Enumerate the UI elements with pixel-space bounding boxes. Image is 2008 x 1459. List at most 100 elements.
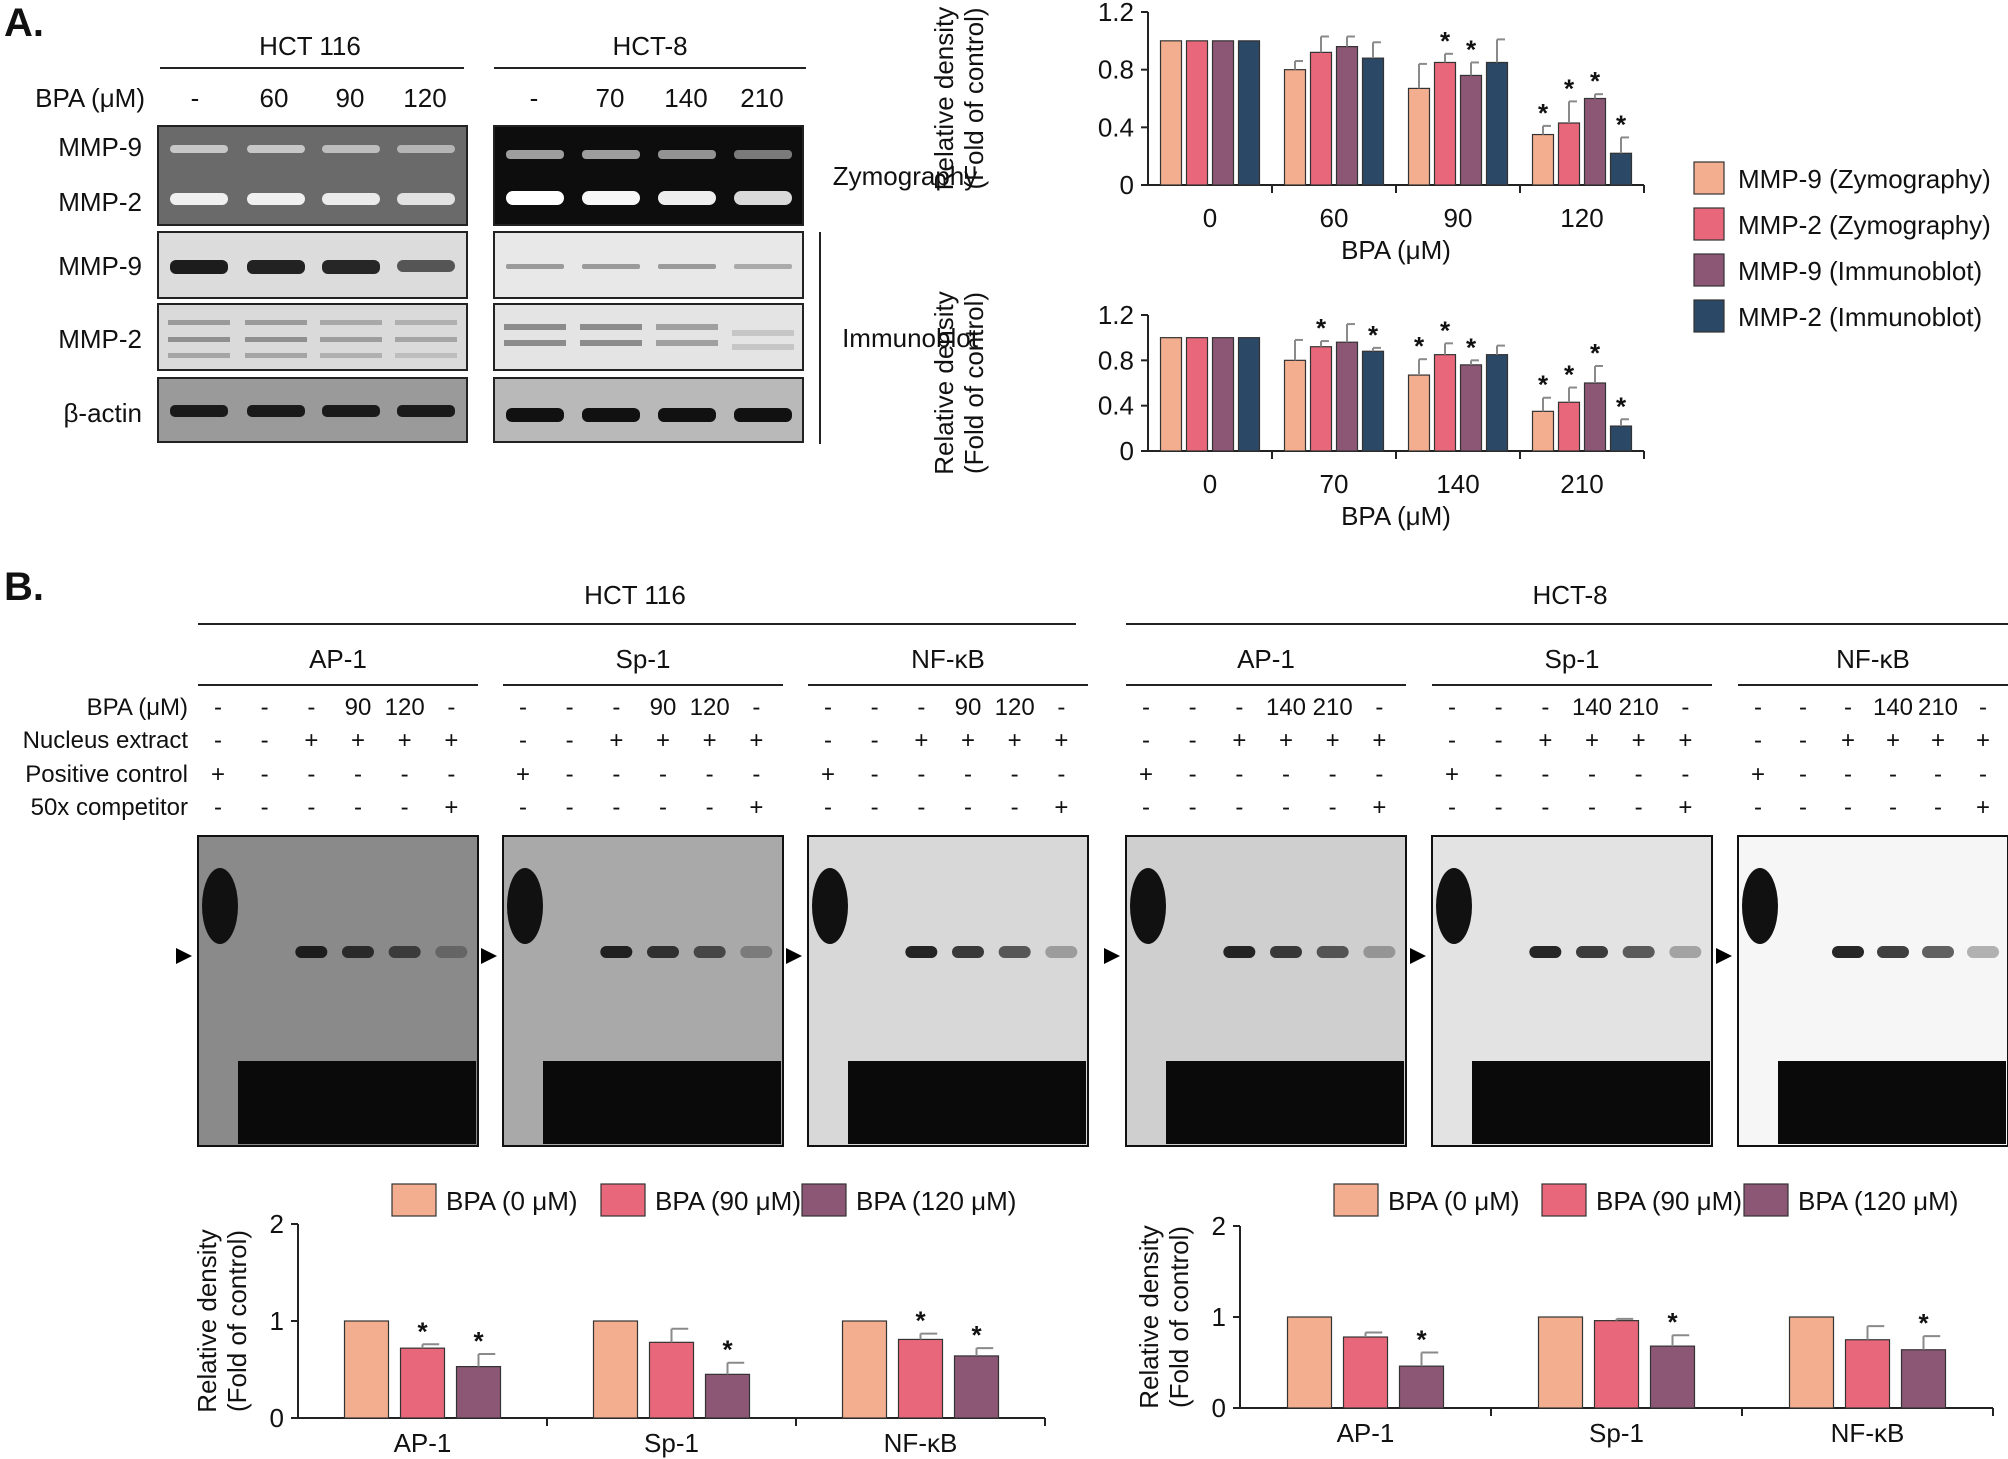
blot-lane-label: 120 — [403, 83, 446, 113]
emsa-lane-value: - — [1189, 727, 1197, 754]
bar — [1185, 337, 1209, 452]
emsa-lane-value: + — [914, 727, 928, 754]
emsa-probe-title: AP-1 — [1237, 644, 1295, 674]
emsa-lane-value: 120 — [385, 694, 425, 721]
emsa-lane-value: + — [656, 727, 670, 754]
bar — [1283, 69, 1307, 186]
emsa-lane-value: - — [659, 794, 667, 821]
y-axis-label: (Fold of control) — [222, 1230, 252, 1412]
emsa-lane-value: - — [824, 694, 832, 721]
x-tick-label: Sp-1 — [644, 1428, 699, 1458]
emsa-hct116-title: HCT 116 — [584, 580, 686, 610]
emsa-lane-value: - — [752, 761, 760, 788]
emsa-lane-value: - — [1754, 694, 1762, 721]
legend-a: MMP-9 (Zymography) MMP-2 (Zymography) MMP-… — [1693, 161, 1991, 333]
emsa-lane-value: - — [1541, 761, 1549, 788]
band-arrow-icon — [176, 948, 192, 964]
significance-marker: * — [1564, 73, 1575, 103]
significance-marker: * — [1667, 1307, 1678, 1337]
legend-label: MMP-9 (Zymography) — [1738, 164, 1991, 194]
emsa-lane-value: - — [261, 761, 269, 788]
x-tick-label: AP-1 — [1337, 1418, 1395, 1448]
emsa-lane-value: - — [964, 761, 972, 788]
emsa-lane-value: - — [1799, 694, 1807, 721]
blot-row-label: β-actin — [63, 398, 142, 428]
emsa-lane-value: + — [1751, 761, 1765, 788]
emsa-band — [435, 946, 468, 958]
emsa-lane-value: - — [1979, 761, 1987, 788]
bar — [1459, 74, 1483, 186]
emsa-band — [1922, 946, 1954, 958]
emsa-lane-value: + — [749, 727, 763, 754]
emsa-lane-value: 140 — [1266, 694, 1306, 721]
panel-b-label: B. — [4, 565, 44, 609]
significance-marker: * — [1414, 331, 1425, 361]
emsa-lane-value: - — [1541, 794, 1549, 821]
legend-label: BPA (120 μM) — [1798, 1186, 1958, 1216]
emsa-band — [1967, 946, 1999, 958]
zymo-gel-hct116 — [157, 125, 468, 226]
emsa-probe-title: Sp-1 — [1545, 644, 1600, 674]
emsa-lane-value: - — [261, 694, 269, 721]
x-tick-label: 140 — [1436, 469, 1479, 499]
emsa-lane-value: - — [1889, 761, 1897, 788]
emsa-band — [1877, 946, 1909, 958]
significance-marker: * — [417, 1316, 428, 1346]
emsa-lane-value: - — [1329, 761, 1337, 788]
emsa-lane-value: - — [1495, 761, 1503, 788]
emsa-free-probe — [848, 1061, 1086, 1144]
emsa-lane-value: 120 — [690, 694, 730, 721]
bar — [1485, 354, 1509, 452]
emsa-probe-title: Sp-1 — [616, 644, 671, 674]
emsa-band — [1832, 946, 1864, 958]
legend-label: MMP-2 (Immunoblot) — [1738, 302, 1982, 332]
emsa-band — [693, 946, 726, 958]
blot-lane-label: 70 — [596, 83, 625, 113]
bar — [1361, 350, 1385, 452]
emsa-positive-band — [1436, 868, 1472, 944]
emsa-lane-value: - — [566, 794, 574, 821]
emsa-lane-value: - — [752, 694, 760, 721]
emsa-lane-value: - — [964, 794, 972, 821]
bar — [1900, 1349, 1947, 1409]
emsa-lane-value: - — [1142, 694, 1150, 721]
significance-marker: * — [1616, 109, 1627, 139]
emsa-lane-value: - — [566, 761, 574, 788]
emsa-lane-value: - — [1799, 761, 1807, 788]
emsa-lane-value: + — [1232, 727, 1246, 754]
emsa-band — [952, 946, 984, 958]
blot-bands — [168, 145, 794, 422]
y-axis-label: (Fold of control) — [959, 292, 989, 474]
emsa-lane-value: - — [871, 694, 879, 721]
chart-a-top: 0 0.4 0.8 1.2 0 60 90 120 * * * * * * Relative density… — [929, 0, 1645, 265]
panel-a-blots: HCT 116 HCT-8 BPA (μM) - 60 90 120 - 70 … — [35, 31, 979, 444]
emsa-lane-value: - — [1934, 761, 1942, 788]
legend-label: MMP-9 (Immunoblot) — [1738, 256, 1982, 286]
emsa-lane-value: - — [1495, 694, 1503, 721]
bar — [1557, 401, 1581, 452]
emsa-lane-value: + — [1976, 794, 1990, 821]
emsa-lane-value: 140 — [1572, 694, 1612, 721]
y-tick-label: 2 — [270, 1209, 284, 1239]
emsa-lane-value: - — [1844, 794, 1852, 821]
emsa-band — [647, 946, 679, 958]
emsa-band — [1576, 946, 1608, 958]
emsa-lane-value: - — [706, 794, 714, 821]
bar — [1459, 364, 1483, 452]
y-tick-label: 1.2 — [1098, 300, 1134, 330]
blot-lane-label: 60 — [260, 83, 289, 113]
emsa-lane-value: - — [1979, 694, 1987, 721]
bar — [841, 1320, 888, 1419]
emsa-lane-value: - — [1889, 794, 1897, 821]
bar — [1788, 1316, 1835, 1409]
emsa-lane-value: - — [1495, 794, 1503, 821]
emsa-lane-value: + — [1139, 761, 1153, 788]
legend-swatch — [1333, 1183, 1379, 1217]
y-tick-label: 0.4 — [1098, 112, 1134, 142]
emsa-lane-value: - — [354, 761, 362, 788]
emsa-probe-title: NF-κB — [911, 644, 985, 674]
bar — [1485, 61, 1509, 186]
emsa-lane-value: - — [1375, 761, 1383, 788]
legend-label: BPA (120 μM) — [856, 1186, 1016, 1216]
